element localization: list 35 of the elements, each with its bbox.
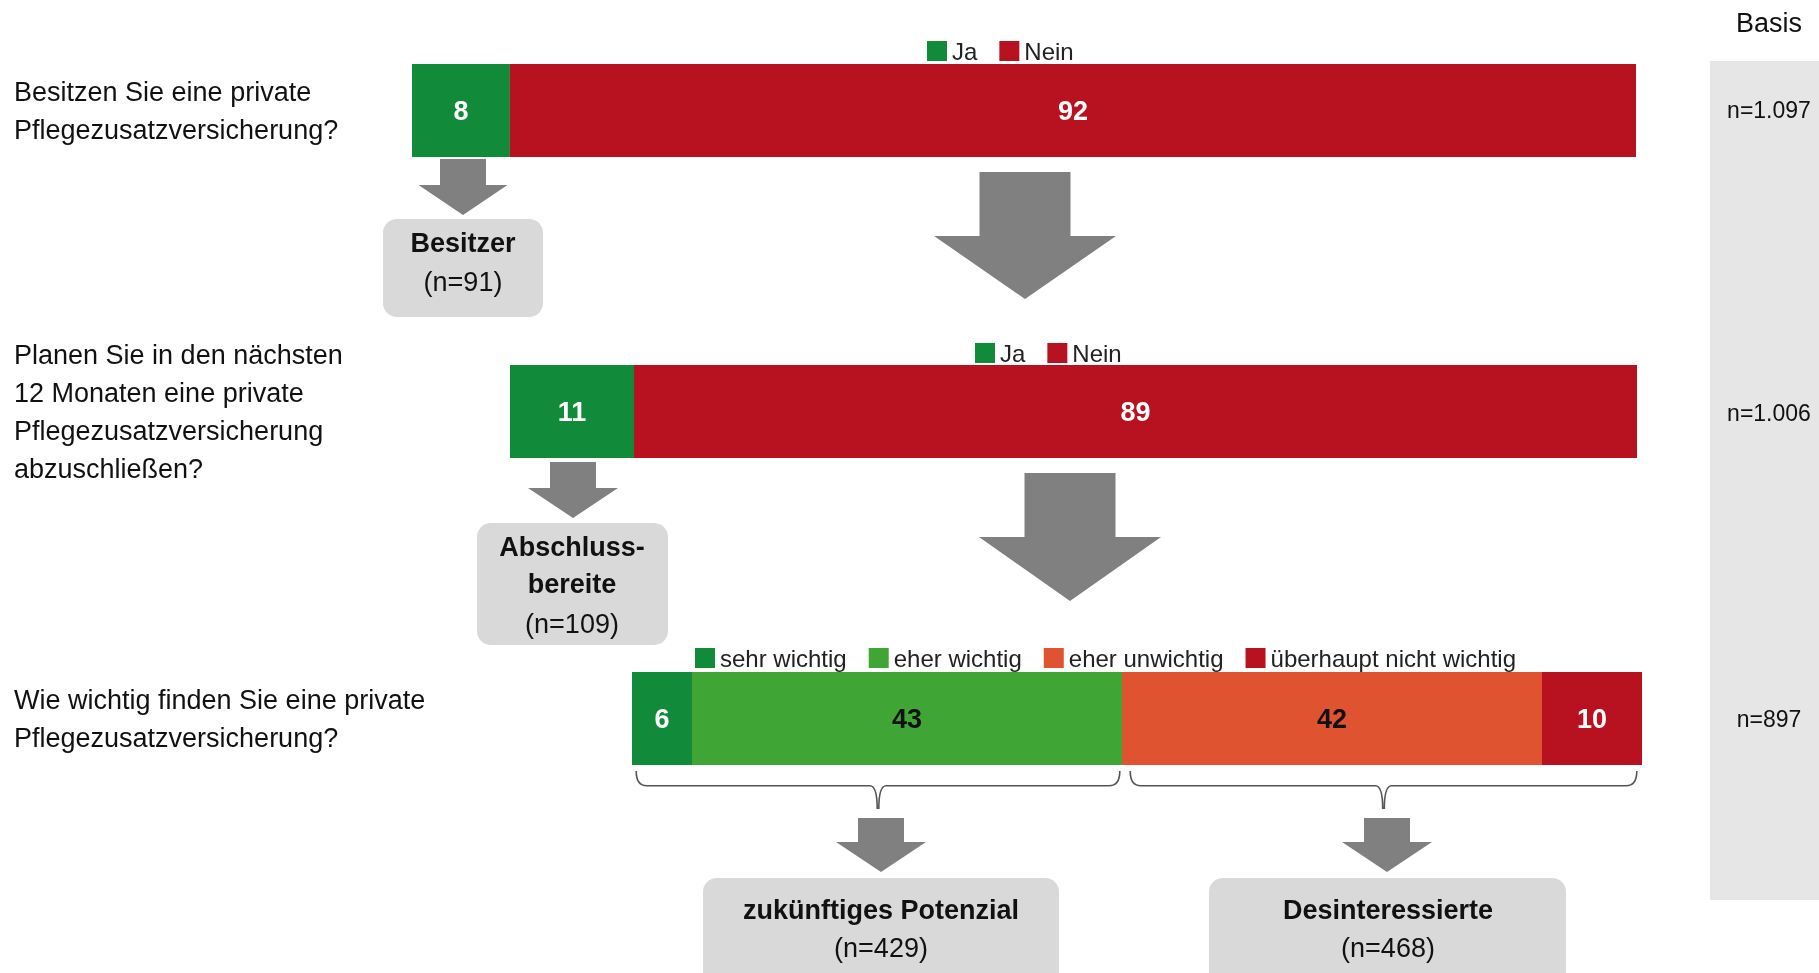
legend-label: Ja xyxy=(1000,339,1026,367)
data-label: 11 xyxy=(557,396,587,427)
text: n=897 xyxy=(1736,704,1802,734)
y-tick-label: Wie wichtig finden Sie eine private Pflegezusatzversicherung? xyxy=(14,684,433,753)
legend-label: sehr wichtig xyxy=(720,644,847,672)
legend-label: Ja xyxy=(952,37,978,65)
text: (n=429) xyxy=(834,931,928,965)
data-label: 6 xyxy=(654,703,670,734)
text: zukünftiges Potenzial xyxy=(742,893,1020,927)
legend-label: Nein xyxy=(1024,37,1074,65)
legend-label: Nein xyxy=(1072,339,1122,367)
y-tick-label: Planen Sie in den nächsten 12 Monaten eine private Pflegezusatzversicherung abzuschließen? xyxy=(14,339,351,484)
text: Abschluss-bereite xyxy=(498,531,646,601)
data-label: 89 xyxy=(1120,396,1151,427)
legend-label: eher unwichtig xyxy=(1068,644,1224,672)
data-label: 10 xyxy=(1576,703,1608,734)
bar xyxy=(632,672,692,765)
legend-label: eher wichtig xyxy=(893,644,1022,672)
text: (n=91) xyxy=(423,265,503,299)
bar xyxy=(692,672,1122,765)
text: Desinteressierte xyxy=(1282,893,1494,927)
text: n=1.097 xyxy=(1727,95,1811,125)
bar xyxy=(1542,672,1642,765)
data-label: 8 xyxy=(453,95,469,126)
data-label: 42 xyxy=(1316,703,1348,734)
data-label: 92 xyxy=(1057,95,1088,126)
bar xyxy=(1122,672,1542,765)
text: Basis xyxy=(1735,6,1803,40)
data-label: 43 xyxy=(891,703,923,734)
y-tick-label: Besitzen Sie eine private Pflegezusatzversicherung? xyxy=(14,76,339,145)
text: (n=109) xyxy=(525,607,619,641)
text: n=1.006 xyxy=(1727,398,1811,428)
legend-label: überhaupt nicht wichtig xyxy=(1270,644,1517,672)
text: (n=468) xyxy=(1341,931,1435,965)
text: Besitzer xyxy=(410,226,516,260)
